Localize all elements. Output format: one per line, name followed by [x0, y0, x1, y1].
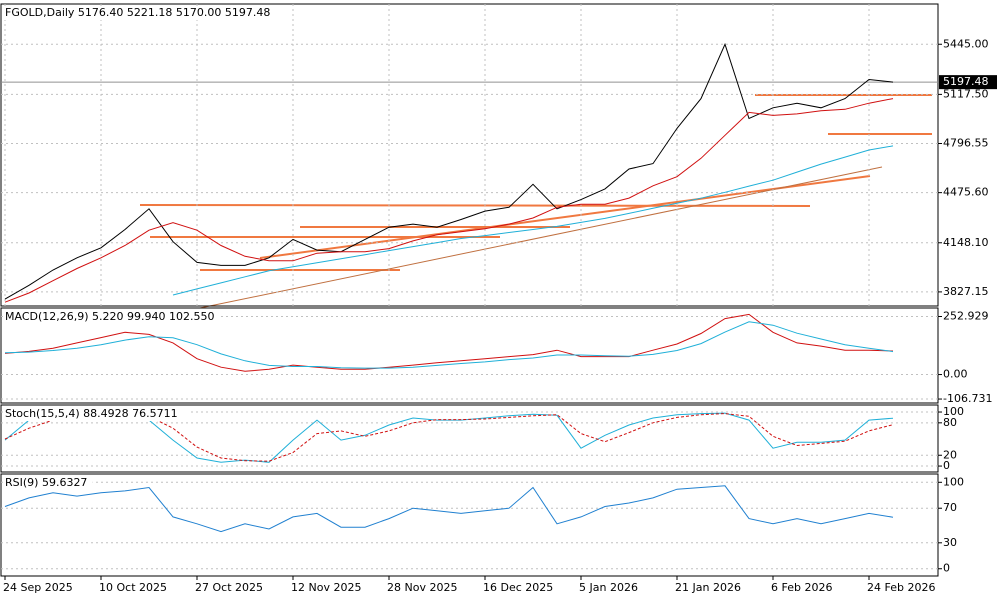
y-tick-label: 5445.00 [943, 37, 989, 50]
y-tick-label: 0 [943, 562, 950, 575]
y-tick-label: -106.731 [943, 392, 992, 405]
title-bg [3, 6, 279, 20]
level-line [139, 204, 811, 207]
y-tick-label: 100 [943, 405, 964, 418]
x-tick-label: 27 Oct 2025 [195, 581, 263, 594]
x-tick-label: 21 Jan 2026 [675, 581, 741, 594]
title-bg [3, 310, 221, 324]
y-tick-label: 20 [943, 448, 957, 461]
y-tick-label: 80 [943, 416, 957, 429]
y-tick-label: 5117.50 [943, 87, 989, 100]
series-line [4, 485, 894, 533]
x-tick-label: 28 Nov 2025 [387, 581, 457, 594]
panel-frame [0, 307, 939, 404]
y-tick-label: 30 [943, 536, 957, 549]
series-line [4, 313, 894, 372]
x-tick-label: 24 Sep 2025 [3, 581, 73, 594]
x-tick-label: 24 Feb 2026 [867, 581, 935, 594]
y-tick-label: 4148.10 [943, 236, 989, 249]
y-tick-label: 100 [943, 475, 964, 488]
x-tick-label: 12 Nov 2025 [291, 581, 361, 594]
title-bg [3, 407, 189, 421]
panel-title: RSI(9) 59.6327 [5, 476, 87, 489]
y-tick-label: 3827.15 [943, 285, 989, 298]
y-tick-label: 0 [943, 459, 950, 472]
series-line [4, 42, 894, 300]
title-bg [3, 476, 93, 490]
panel-title: FGOLD,Daily 5176.40 5221.18 5170.00 5197… [5, 6, 270, 19]
y-tick-label: 0.00 [943, 368, 968, 381]
panel-title: MACD(12,26,9) 5.220 99.940 102.550 [5, 310, 215, 323]
x-tick-label: 6 Feb 2026 [771, 581, 832, 594]
y-tick-label: 4475.60 [943, 186, 989, 199]
panel-frame [0, 473, 939, 577]
series-line [172, 145, 894, 296]
trend-line [199, 166, 883, 309]
last-price-box [939, 75, 997, 90]
x-tick-label: 5 Jan 2026 [579, 581, 638, 594]
trend-line [259, 175, 871, 259]
series-line [4, 98, 894, 303]
panel-frame [0, 404, 939, 473]
y-tick-label: 70 [943, 501, 957, 514]
series-line [4, 321, 894, 369]
trend-lines [139, 94, 932, 271]
panel-frame [0, 3, 939, 307]
x-tick-label: 16 Dec 2025 [483, 581, 553, 594]
y-tick-label: 252.929 [943, 310, 989, 323]
panel-title: Stoch(15,5,4) 88.4928 76.5711 [5, 407, 178, 420]
x-tick-label: 10 Oct 2025 [99, 581, 167, 594]
y-tick-label: 4796.55 [943, 137, 989, 150]
last-price-label: 5197.48 [943, 75, 989, 88]
